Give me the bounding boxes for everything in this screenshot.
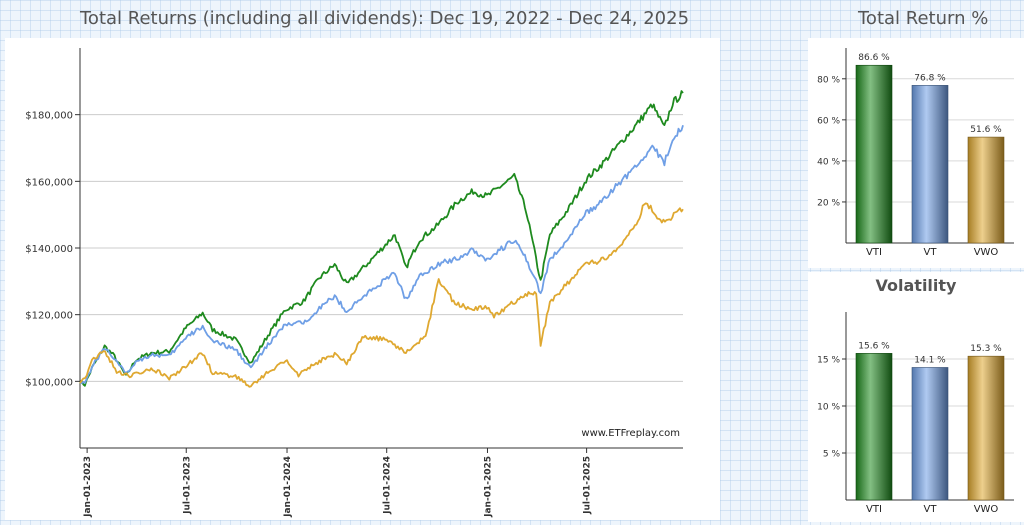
bar-value-label: 76.8 % <box>914 73 946 83</box>
bar-vti <box>855 353 893 501</box>
total-return-title: Total Return % <box>858 8 989 29</box>
y-tick-label: $140,000 <box>25 244 73 255</box>
bar-y-tick-label: 10 % <box>817 403 840 413</box>
y-tick-label: $160,000 <box>25 177 73 188</box>
bar-value-label: 51.6 % <box>970 125 1002 135</box>
y-tick-label: $100,000 <box>25 377 73 388</box>
x-tick-label: Jan-01-2024 <box>283 456 293 518</box>
y-tick-label: $120,000 <box>25 311 73 322</box>
return-bar-svg: 20 % 40 % 60 % 80 % 86.6 % VTI 76.8 % VT 51.6 % V… <box>817 48 1014 258</box>
bar-category-label: VT <box>924 504 938 515</box>
bar-category-label: VTI <box>866 504 882 515</box>
bar-vti <box>855 64 893 244</box>
volatility-bar-svg: Volatility 5 % 10 % 15 % 15.6 % VTI 14.1 % VT 15… <box>817 276 1014 515</box>
x-tick-label: Jul-01-2023 <box>182 456 192 515</box>
volatility-bar-chart: Volatility 5 % 10 % 15 % 15.6 % VTI 14.1 % VT 15… <box>808 272 1024 522</box>
x-tick-label: Jan-01-2023 <box>83 456 93 518</box>
x-tick-label: Jul-01-2024 <box>383 456 393 515</box>
bar-value-label: 15.3 % <box>970 344 1002 354</box>
series-line-vt <box>79 125 684 385</box>
x-tick-label: Jul-01-2025 <box>583 456 593 515</box>
main-chart-title: Total Returns (including all dividends):… <box>80 8 690 29</box>
bar-y-tick-label: 60 % <box>817 116 840 126</box>
bar-category-label: VWO <box>974 247 999 258</box>
bar-y-tick-label: 5 % <box>823 450 841 460</box>
bar-value-label: 14.1 % <box>914 355 946 365</box>
bar-value-label: 86.6 % <box>858 53 890 63</box>
series-line-vwo <box>79 202 684 388</box>
bar-y-tick-label: 15 % <box>817 356 840 366</box>
bar-vwo <box>967 355 1005 501</box>
bar-y-tick-label: 20 % <box>817 198 840 208</box>
line-chart-svg: $100,000 $120,000 $140,000 $160,000 $180,000… <box>25 48 684 518</box>
y-tick-label: $180,000 <box>25 111 73 122</box>
bar-vt <box>911 367 949 501</box>
volatility-title: Volatility <box>876 276 958 295</box>
bar-value-label: 15.6 % <box>858 341 890 351</box>
bar-category-label: VWO <box>974 504 999 515</box>
x-tick-label: Jan-01-2025 <box>483 456 493 518</box>
bar-y-tick-label: 80 % <box>817 75 840 85</box>
watermark: www.ETFreplay.com <box>581 428 680 439</box>
bar-category-label: VT <box>924 247 938 258</box>
bar-vwo <box>967 136 1005 244</box>
bar-y-tick-label: 40 % <box>817 157 840 167</box>
bar-vt <box>911 85 949 244</box>
series-line-vti <box>79 90 684 387</box>
bar-category-label: VTI <box>866 247 882 258</box>
total-returns-line-chart: $100,000 $120,000 $140,000 $160,000 $180,000… <box>5 38 720 520</box>
total-return-bar-chart: 20 % 40 % 60 % 80 % 86.6 % VTI 76.8 % VT 51.6 % V… <box>808 38 1024 268</box>
